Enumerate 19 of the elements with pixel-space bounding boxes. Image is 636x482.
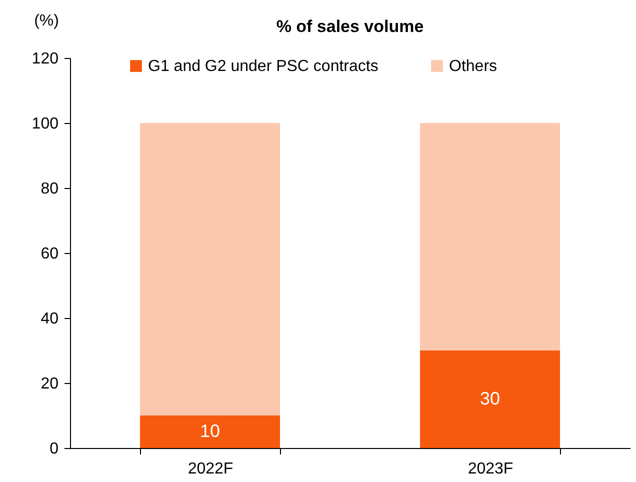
y-tick-label: 120	[32, 50, 59, 68]
y-tick-label: 40	[40, 310, 59, 328]
y-tick-label: 80	[40, 180, 59, 198]
bar	[140, 123, 280, 416]
legend-label: Others	[449, 58, 498, 75]
bar	[420, 123, 560, 350]
y-tick-label: 20	[40, 376, 59, 392]
chart-title: % of sales volume	[276, 17, 424, 36]
y-tick-label: 60	[40, 246, 59, 262]
y-axis-title: (%)	[34, 12, 59, 30]
data-label: 30	[480, 388, 500, 408]
bar	[420, 350, 560, 448]
data-label: 10	[200, 420, 220, 441]
legend-label: G1 and G2 under PSC contracts	[148, 58, 378, 75]
x-tick-label: 2023F	[468, 460, 514, 478]
bar	[140, 416, 280, 448]
x-tick-label: 2022F	[188, 460, 234, 478]
y-tick-label: 100	[32, 116, 59, 132]
y-tick-label: 0	[50, 440, 59, 458]
